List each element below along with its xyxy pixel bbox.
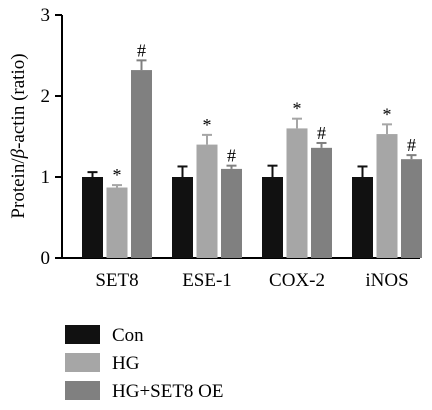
legend-swatch-1 (65, 353, 100, 372)
significance-mark-0-2: # (137, 40, 146, 60)
bar-3-0 (352, 177, 373, 258)
bar-0-1 (106, 187, 128, 258)
x-category-label-2: COX-2 (269, 270, 325, 291)
y-tick-label-1: 1 (41, 167, 51, 188)
bar-2-1 (286, 128, 308, 258)
bar-3-2 (401, 159, 422, 258)
bar-0-2 (131, 70, 152, 258)
y-axis-label-part-2: -actin (ratio) (8, 53, 29, 148)
y-tick-label-2: 2 (41, 86, 51, 107)
y-tick-label-3: 3 (41, 5, 51, 26)
legend-label-2: HG+SET8 OE (112, 381, 224, 402)
bar-0-0 (82, 177, 103, 258)
significance-mark-3-1: * (383, 104, 392, 124)
y-axis-label-part-1: Protein/ (8, 158, 29, 219)
bar-2-0 (262, 177, 283, 258)
significance-mark-2-2: # (317, 123, 326, 143)
legend-swatch-0 (65, 325, 100, 344)
legend-swatch-2 (65, 381, 100, 400)
significance-mark-1-1: * (203, 115, 212, 135)
legend-label-1: HG (112, 353, 140, 374)
x-category-label-1: ESE-1 (182, 270, 232, 291)
significance-mark-3-2: # (407, 135, 416, 155)
bar-1-1 (196, 144, 218, 258)
bar-1-2 (221, 168, 242, 258)
plot-area: 0 1 2 3 * # SET8 * # ESE-1 * # COX-2 * # iNOS (41, 5, 422, 291)
y-axis-label: Protein/β-actin (ratio) (8, 53, 29, 218)
legend-label-0: Con (112, 325, 144, 346)
bar-3-1 (376, 134, 398, 258)
y-tick-label-0: 0 (41, 248, 51, 269)
significance-mark-0-1: * (113, 165, 122, 185)
significance-mark-1-2: # (227, 146, 236, 166)
bar-2-2 (311, 147, 332, 258)
x-category-label-0: SET8 (95, 270, 138, 291)
y-axis-label-beta: β (8, 148, 29, 159)
legend: Con HG HG+SET8 OE (65, 325, 224, 402)
x-category-label-3: iNOS (365, 270, 408, 291)
significance-mark-2-1: * (293, 99, 302, 119)
bar-1-0 (172, 177, 193, 258)
